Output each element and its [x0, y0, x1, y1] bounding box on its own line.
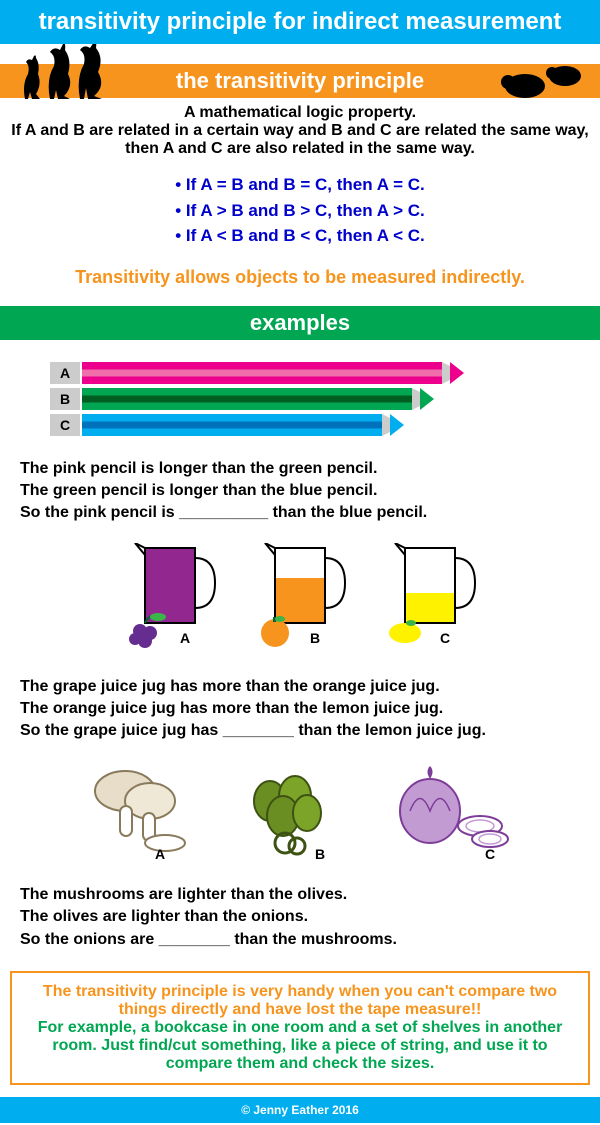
- copyright-text: © Jenny Eather 2016: [0, 1097, 600, 1123]
- svg-text:C: C: [485, 846, 495, 861]
- example-line: The grape juice jug has more than the or…: [20, 676, 580, 698]
- example3-text: The mushrooms are lighter than the olive…: [0, 876, 600, 959]
- olives-icon: B: [235, 761, 345, 861]
- pencil-tip: [390, 414, 404, 436]
- pencil-row: A: [50, 362, 550, 384]
- jug-icon: B: [250, 543, 350, 653]
- example2-text: The grape juice jug has more than the or…: [0, 668, 600, 751]
- svg-text:B: B: [315, 846, 325, 861]
- svg-text:C: C: [440, 630, 450, 646]
- jug-icon: C: [380, 543, 480, 653]
- jug-unit: B: [250, 543, 350, 658]
- example1-text: The pink pencil is longer than the green…: [0, 450, 600, 533]
- jug-icon: A: [120, 543, 220, 653]
- mushroom-icon: A: [85, 761, 195, 861]
- kangaroo-icon: [10, 44, 110, 104]
- page-title: transitivity principle for indirect meas…: [0, 0, 600, 44]
- wombat-icon: [500, 56, 590, 101]
- svg-text:A: A: [155, 846, 165, 861]
- pencil-tip: [420, 388, 434, 410]
- food-unit: B: [235, 761, 345, 866]
- intro-line2: If A and B are related in a certain way …: [10, 122, 590, 158]
- pencil-tip: [450, 362, 464, 384]
- jug-unit: C: [380, 543, 480, 658]
- bullet-list: • If A = B and B = C, then A = C. • If A…: [0, 164, 600, 257]
- intro-text: A mathematical logic property. If A and …: [0, 98, 600, 164]
- svg-text:B: B: [310, 630, 320, 646]
- transitivity-note: Transitivity allows objects to be measur…: [0, 257, 600, 298]
- onion-icon: C: [385, 761, 515, 861]
- pencil-body: [82, 388, 412, 410]
- jug-diagram: A B C: [0, 533, 600, 668]
- food-diagram: A B C: [0, 751, 600, 876]
- jug-unit: A: [120, 543, 220, 658]
- example-line: The pink pencil is longer than the green…: [20, 458, 580, 480]
- footer-orange-text: The transitivity principle is very handy…: [22, 983, 578, 1019]
- section1-label: the transitivity principle: [176, 68, 424, 93]
- pencil-row: C: [50, 414, 550, 436]
- food-unit: A: [85, 761, 195, 866]
- pencil-body: [82, 414, 382, 436]
- pencil-diagram: A B C: [0, 348, 600, 450]
- pencil-label: A: [50, 362, 80, 384]
- example-line: The mushrooms are lighter than the olive…: [20, 884, 580, 906]
- section-examples-title: examples: [0, 306, 600, 340]
- intro-line1: A mathematical logic property.: [10, 104, 590, 122]
- pencil-label: C: [50, 414, 80, 436]
- svg-text:A: A: [180, 630, 190, 646]
- pencil-label: B: [50, 388, 80, 410]
- footer-green-text: For example, a bookcase in one room and …: [22, 1019, 578, 1073]
- bullet-item: • If A > B and B > C, then A > C.: [0, 198, 600, 224]
- example-line: The olives are lighter than the onions.: [20, 906, 580, 928]
- example-line: The orange juice jug has more than the l…: [20, 698, 580, 720]
- pencil-body: [82, 362, 442, 384]
- example-line: So the grape juice jug has ________ than…: [20, 720, 580, 742]
- footer-box: The transitivity principle is very handy…: [10, 971, 590, 1085]
- bullet-item: • If A < B and B < C, then A < C.: [0, 223, 600, 249]
- food-unit: C: [385, 761, 515, 866]
- section-transitivity-title: the transitivity principle: [0, 64, 600, 98]
- example-line: So the onions are ________ than the mush…: [20, 929, 580, 951]
- bullet-item: • If A = B and B = C, then A = C.: [0, 172, 600, 198]
- pencil-row: B: [50, 388, 550, 410]
- example-line: So the pink pencil is __________ than th…: [20, 502, 580, 524]
- example-line: The green pencil is longer than the blue…: [20, 480, 580, 502]
